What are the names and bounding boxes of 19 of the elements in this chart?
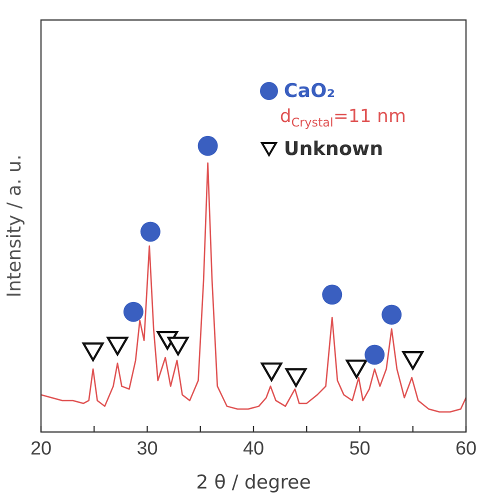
y-axis-title: Intensity / a. u.	[3, 154, 26, 298]
point	[260, 362, 282, 382]
x-tick-label: 40	[242, 438, 264, 460]
legend-label: Unknown	[284, 136, 384, 162]
point	[346, 360, 368, 378]
point	[285, 368, 307, 387]
point	[167, 336, 189, 356]
point	[82, 342, 104, 362]
legend-label: CaO₂	[284, 79, 336, 104]
x-axis-title: 2 θ / degree	[196, 472, 311, 494]
x-tick-label: 20	[30, 438, 52, 460]
x-tick-label: 50	[349, 438, 370, 460]
text: d$_{Crystal}$=11 nm	[278, 105, 406, 132]
point	[402, 351, 424, 370]
x-tick-label: 30	[136, 438, 158, 460]
point	[198, 136, 218, 156]
point	[106, 336, 128, 356]
point	[140, 222, 160, 242]
x-tick-label: 60	[455, 438, 477, 460]
